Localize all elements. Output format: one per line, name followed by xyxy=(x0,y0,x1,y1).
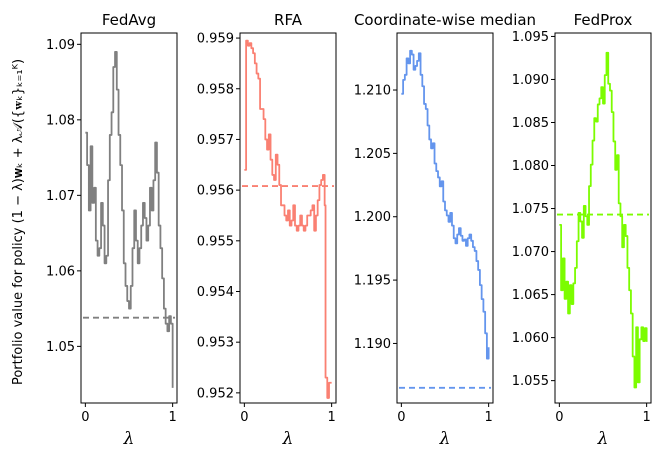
x-tick-label: 0 xyxy=(397,410,405,425)
x-axis-label: λ xyxy=(597,429,609,449)
series-line-1 xyxy=(559,51,648,389)
y-tick-label: 1.07 xyxy=(46,189,75,204)
y-tick-label: 0.953 xyxy=(197,336,234,351)
panel-fedavg: FedAvg λ 1.05 1.06 1.07 1.08 1.09 0 1 xyxy=(46,11,178,449)
y-tick-label: 1.06 xyxy=(46,264,75,279)
y-tick-label: 0.955 xyxy=(197,234,234,249)
axes-frame xyxy=(80,32,178,404)
y-tick-label: 1.070 xyxy=(512,245,549,260)
y-tick-label: 1.195 xyxy=(354,274,391,289)
panel-title: Coordinate-wise median xyxy=(354,11,536,29)
x-tick-label: 1 xyxy=(327,410,335,425)
x-axis-label: λ xyxy=(439,429,451,449)
y-tick-label: 0.957 xyxy=(197,133,234,148)
y-tick-label: 0.959 xyxy=(197,32,234,47)
y-tick-label: 1.05 xyxy=(46,340,75,355)
panel-coordinate-wise-median: Coordinate-wise median λ 1.190 1.195 1.200… xyxy=(354,11,536,449)
x-tick-label: 0 xyxy=(81,410,89,425)
panel-title: FedProx xyxy=(574,11,633,29)
y-tick-label: 1.200 xyxy=(354,210,391,225)
x-tick-label: 1 xyxy=(168,410,176,425)
axes-frame xyxy=(239,32,337,404)
x-tick-label: 0 xyxy=(555,410,563,425)
axes-frame xyxy=(396,32,494,404)
y-tick-label: 1.085 xyxy=(512,116,549,131)
panel-title: FedAvg xyxy=(102,11,156,29)
y-tick-label: 0.952 xyxy=(197,386,234,401)
y-tick-label: 1.060 xyxy=(512,331,549,346)
x-tick-label: 1 xyxy=(484,410,492,425)
panel-fedprox: FedProx λ 1.055 1.060 1.065 1.070 1.075 1.080… xyxy=(512,11,652,449)
y-tick-label: 1.090 xyxy=(512,73,549,88)
panel-title: RFA xyxy=(274,11,303,29)
series-line-1 xyxy=(85,50,174,388)
y-tick-label: 1.065 xyxy=(512,288,549,303)
y-tick-label: 1.075 xyxy=(512,202,549,217)
y-tick-label: 0.958 xyxy=(197,82,234,97)
y-tick-label: 0.954 xyxy=(197,285,234,300)
y-tick-label: 1.095 xyxy=(512,30,549,45)
y-tick-label: 1.08 xyxy=(46,113,75,128)
series-line-1 xyxy=(244,39,332,399)
y-tick-label: 1.210 xyxy=(354,84,391,99)
y-tick-label: 1.190 xyxy=(354,337,391,352)
x-axis-label: λ xyxy=(282,429,294,449)
axes-frame xyxy=(554,32,652,404)
series-line-1 xyxy=(401,49,490,360)
x-tick-label: 0 xyxy=(240,410,248,425)
panel-rfa: RFA λ 0.952 0.953 0.954 0.955 0.956 0.957 0.95… xyxy=(197,11,337,449)
y-tick-label: 1.09 xyxy=(46,38,75,53)
y-tick-label: 1.055 xyxy=(512,374,549,389)
x-tick-label: 1 xyxy=(642,410,650,425)
y-tick-label: 1.205 xyxy=(354,147,391,162)
y-tick-label: 1.080 xyxy=(512,159,549,174)
x-axis-label: λ xyxy=(123,429,135,449)
y-tick-label: 0.956 xyxy=(197,184,234,199)
y-axis-label: Portfolio value for policy (1 − λ)𝐰ₖ + λ… xyxy=(11,59,26,385)
